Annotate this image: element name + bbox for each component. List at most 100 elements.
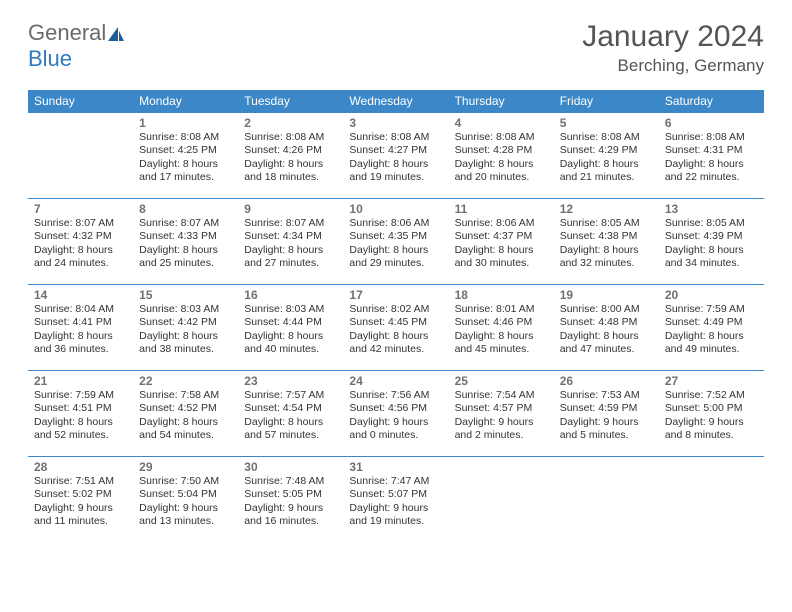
sunrise-text: Sunrise: 8:05 AM — [665, 217, 758, 230]
calendar-table: Sunday Monday Tuesday Wednesday Thursday… — [28, 90, 764, 543]
cell-details: Sunrise: 8:07 AMSunset: 4:33 PMDaylight:… — [139, 217, 232, 271]
cell-details: Sunrise: 8:08 AMSunset: 4:29 PMDaylight:… — [560, 131, 653, 185]
day-number: 3 — [349, 116, 442, 130]
sunset-text: Sunset: 4:26 PM — [244, 144, 337, 157]
cell-details: Sunrise: 8:00 AMSunset: 4:48 PMDaylight:… — [560, 303, 653, 357]
daylight-text: Daylight: 8 hours and 49 minutes. — [665, 330, 758, 357]
day-number: 6 — [665, 116, 758, 130]
sunset-text: Sunset: 4:28 PM — [455, 144, 548, 157]
day-number: 18 — [455, 288, 548, 302]
sunrise-text: Sunrise: 8:00 AM — [560, 303, 653, 316]
sunrise-text: Sunrise: 7:48 AM — [244, 475, 337, 488]
calendar-cell: 1Sunrise: 8:08 AMSunset: 4:25 PMDaylight… — [133, 113, 238, 199]
sunrise-text: Sunrise: 8:03 AM — [244, 303, 337, 316]
daylight-text: Daylight: 9 hours and 19 minutes. — [349, 502, 442, 529]
sunrise-text: Sunrise: 8:03 AM — [139, 303, 232, 316]
calendar-cell: 4Sunrise: 8:08 AMSunset: 4:28 PMDaylight… — [449, 113, 554, 199]
day-number: 24 — [349, 374, 442, 388]
day-number: 16 — [244, 288, 337, 302]
daylight-text: Daylight: 8 hours and 27 minutes. — [244, 244, 337, 271]
daylight-text: Daylight: 9 hours and 0 minutes. — [349, 416, 442, 443]
sunrise-text: Sunrise: 8:04 AM — [34, 303, 127, 316]
daylight-text: Daylight: 8 hours and 38 minutes. — [139, 330, 232, 357]
logo: General Blue — [28, 20, 126, 72]
sunset-text: Sunset: 4:59 PM — [560, 402, 653, 415]
day-number: 10 — [349, 202, 442, 216]
logo-text: General Blue — [28, 20, 126, 72]
daylight-text: Daylight: 9 hours and 16 minutes. — [244, 502, 337, 529]
cell-details: Sunrise: 8:08 AMSunset: 4:26 PMDaylight:… — [244, 131, 337, 185]
cell-details: Sunrise: 7:56 AMSunset: 4:56 PMDaylight:… — [349, 389, 442, 443]
day-header: Sunday — [28, 90, 133, 113]
cell-details: Sunrise: 8:05 AMSunset: 4:38 PMDaylight:… — [560, 217, 653, 271]
day-number: 21 — [34, 374, 127, 388]
daylight-text: Daylight: 8 hours and 40 minutes. — [244, 330, 337, 357]
sunset-text: Sunset: 5:02 PM — [34, 488, 127, 501]
sunrise-text: Sunrise: 8:07 AM — [139, 217, 232, 230]
daylight-text: Daylight: 8 hours and 34 minutes. — [665, 244, 758, 271]
cell-details: Sunrise: 8:06 AMSunset: 4:35 PMDaylight:… — [349, 217, 442, 271]
day-number: 31 — [349, 460, 442, 474]
cell-details: Sunrise: 7:59 AMSunset: 4:51 PMDaylight:… — [34, 389, 127, 443]
sunset-text: Sunset: 4:46 PM — [455, 316, 548, 329]
cell-details: Sunrise: 8:08 AMSunset: 4:27 PMDaylight:… — [349, 131, 442, 185]
calendar-cell: 24Sunrise: 7:56 AMSunset: 4:56 PMDayligh… — [343, 371, 448, 457]
cell-details: Sunrise: 7:53 AMSunset: 4:59 PMDaylight:… — [560, 389, 653, 443]
sunset-text: Sunset: 4:56 PM — [349, 402, 442, 415]
daylight-text: Daylight: 9 hours and 11 minutes. — [34, 502, 127, 529]
daylight-text: Daylight: 8 hours and 32 minutes. — [560, 244, 653, 271]
daylight-text: Daylight: 8 hours and 57 minutes. — [244, 416, 337, 443]
sunset-text: Sunset: 4:48 PM — [560, 316, 653, 329]
calendar-cell: 19Sunrise: 8:00 AMSunset: 4:48 PMDayligh… — [554, 285, 659, 371]
cell-details: Sunrise: 8:08 AMSunset: 4:25 PMDaylight:… — [139, 131, 232, 185]
day-number: 1 — [139, 116, 232, 130]
cell-details: Sunrise: 7:48 AMSunset: 5:05 PMDaylight:… — [244, 475, 337, 529]
location-label: Berching, Germany — [582, 56, 764, 76]
sunset-text: Sunset: 4:49 PM — [665, 316, 758, 329]
sunset-text: Sunset: 4:25 PM — [139, 144, 232, 157]
sunrise-text: Sunrise: 8:08 AM — [665, 131, 758, 144]
day-number: 28 — [34, 460, 127, 474]
day-number: 9 — [244, 202, 337, 216]
sunrise-text: Sunrise: 7:53 AM — [560, 389, 653, 402]
calendar-week-row: 14Sunrise: 8:04 AMSunset: 4:41 PMDayligh… — [28, 285, 764, 371]
sunset-text: Sunset: 4:31 PM — [665, 144, 758, 157]
cell-details: Sunrise: 8:07 AMSunset: 4:32 PMDaylight:… — [34, 217, 127, 271]
sunrise-text: Sunrise: 7:57 AM — [244, 389, 337, 402]
cell-details: Sunrise: 8:06 AMSunset: 4:37 PMDaylight:… — [455, 217, 548, 271]
daylight-text: Daylight: 8 hours and 21 minutes. — [560, 158, 653, 185]
day-number: 2 — [244, 116, 337, 130]
calendar-cell: 31Sunrise: 7:47 AMSunset: 5:07 PMDayligh… — [343, 457, 448, 543]
day-number: 13 — [665, 202, 758, 216]
sunset-text: Sunset: 4:34 PM — [244, 230, 337, 243]
day-header: Friday — [554, 90, 659, 113]
sunrise-text: Sunrise: 7:47 AM — [349, 475, 442, 488]
day-number: 29 — [139, 460, 232, 474]
calendar-week-row: 1Sunrise: 8:08 AMSunset: 4:25 PMDaylight… — [28, 113, 764, 199]
day-number: 17 — [349, 288, 442, 302]
sunrise-text: Sunrise: 7:50 AM — [139, 475, 232, 488]
cell-details: Sunrise: 7:57 AMSunset: 4:54 PMDaylight:… — [244, 389, 337, 443]
calendar-cell: 11Sunrise: 8:06 AMSunset: 4:37 PMDayligh… — [449, 199, 554, 285]
sunrise-text: Sunrise: 8:08 AM — [139, 131, 232, 144]
sunset-text: Sunset: 4:54 PM — [244, 402, 337, 415]
daylight-text: Daylight: 8 hours and 18 minutes. — [244, 158, 337, 185]
calendar-week-row: 21Sunrise: 7:59 AMSunset: 4:51 PMDayligh… — [28, 371, 764, 457]
sunrise-text: Sunrise: 7:52 AM — [665, 389, 758, 402]
calendar-cell — [449, 457, 554, 543]
sunset-text: Sunset: 4:38 PM — [560, 230, 653, 243]
daylight-text: Daylight: 8 hours and 42 minutes. — [349, 330, 442, 357]
calendar-cell: 13Sunrise: 8:05 AMSunset: 4:39 PMDayligh… — [659, 199, 764, 285]
calendar-cell: 25Sunrise: 7:54 AMSunset: 4:57 PMDayligh… — [449, 371, 554, 457]
title-block: January 2024 Berching, Germany — [582, 20, 764, 76]
daylight-text: Daylight: 9 hours and 2 minutes. — [455, 416, 548, 443]
day-number: 19 — [560, 288, 653, 302]
cell-details: Sunrise: 8:03 AMSunset: 4:42 PMDaylight:… — [139, 303, 232, 357]
sunrise-text: Sunrise: 8:07 AM — [244, 217, 337, 230]
daylight-text: Daylight: 8 hours and 36 minutes. — [34, 330, 127, 357]
calendar-cell: 7Sunrise: 8:07 AMSunset: 4:32 PMDaylight… — [28, 199, 133, 285]
cell-details: Sunrise: 8:04 AMSunset: 4:41 PMDaylight:… — [34, 303, 127, 357]
daylight-text: Daylight: 8 hours and 17 minutes. — [139, 158, 232, 185]
calendar-cell: 12Sunrise: 8:05 AMSunset: 4:38 PMDayligh… — [554, 199, 659, 285]
day-number: 15 — [139, 288, 232, 302]
